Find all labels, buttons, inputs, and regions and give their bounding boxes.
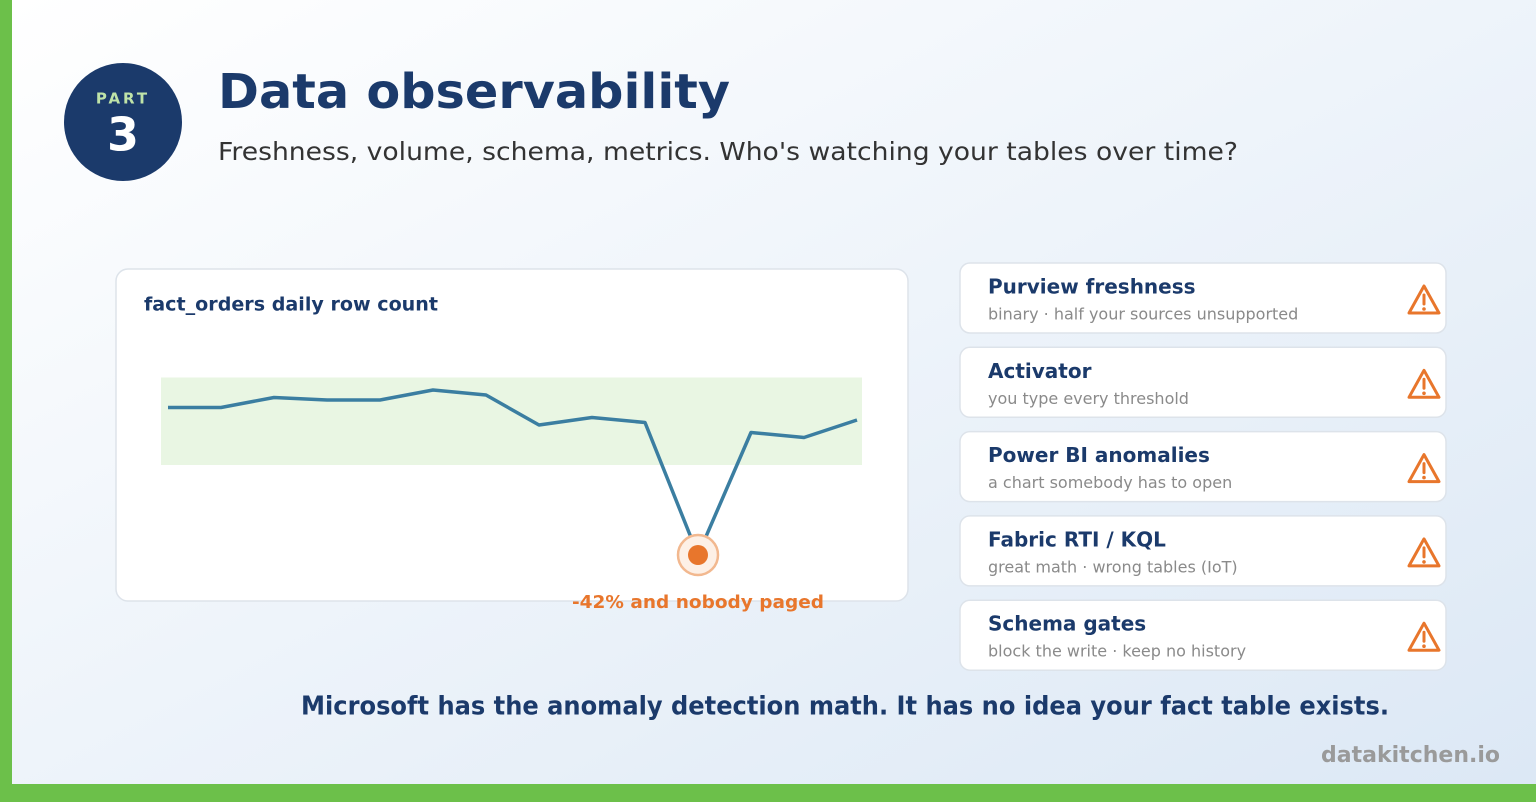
chart-title: fact_orders daily row count [144, 294, 438, 316]
cards: Purview freshness binary · half your sour… [959, 262, 1447, 671]
annotation: -42% and nobody paged [572, 592, 824, 613]
card-subtitle: block the write · keep no history [988, 642, 1246, 661]
card [959, 262, 1447, 334]
card-subtitle: a chart somebody has to open [988, 473, 1232, 492]
card [959, 430, 1447, 503]
card-subtitle: binary · half your sources unsupported [988, 305, 1298, 324]
warning-icon-dot [1422, 644, 1426, 648]
subtitle: Freshness, volume, schema, metrics. Who'… [218, 137, 1238, 166]
card-title: Purview freshness [988, 275, 1196, 299]
warning-icon [1407, 621, 1441, 652]
card-title: Power BI anomalies [988, 443, 1210, 467]
warning-icon-dot [1422, 307, 1426, 311]
warning-icon [1407, 537, 1441, 568]
badge [64, 63, 182, 181]
chart: -42% and nobody paged [161, 377, 862, 613]
line [168, 388, 858, 557]
title: Data observability [218, 64, 730, 120]
warning-icon [1407, 368, 1441, 399]
warning-icon-dot [1422, 475, 1426, 480]
card-title: Schema gates [988, 612, 1146, 636]
warning-icon [1407, 453, 1441, 484]
badge-number: 3 [107, 108, 139, 162]
card [959, 515, 1447, 587]
card-subtitle: you type every threshold [988, 389, 1189, 408]
card [959, 599, 1447, 671]
normal-band [161, 377, 862, 465]
card [959, 346, 1447, 419]
card-title: Activator [988, 359, 1092, 383]
highlight-point [688, 545, 708, 565]
warning-icon-dot [1422, 560, 1426, 564]
card-subtitle: great math · wrong tables (IoT) [988, 557, 1238, 576]
warning-icon [1407, 284, 1441, 315]
warning-icon-dot [1422, 391, 1426, 396]
footer-message: Microsoft has the anomaly detection math… [301, 692, 1389, 722]
card-title: Fabric RTI / KQL [988, 527, 1166, 551]
brand: datakitchen.io [1321, 743, 1500, 768]
badge-label: PART [96, 90, 150, 108]
